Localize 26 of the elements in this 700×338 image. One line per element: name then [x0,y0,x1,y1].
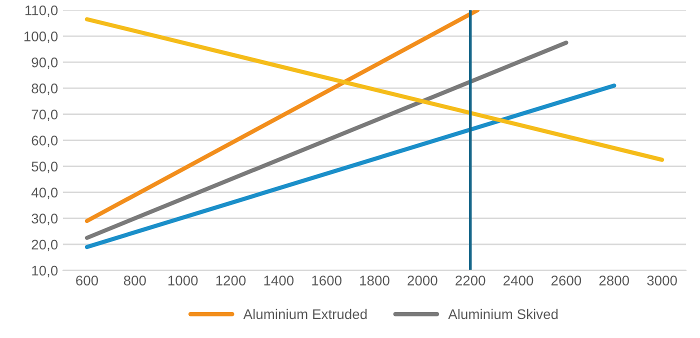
x-tick-label: 800 [124,276,146,286]
x-tick-label: 600 [76,276,98,286]
y-tick-label: 70,0 [32,110,58,122]
x-tick-label: 1600 [312,276,342,286]
y-tick-label: 60,0 [32,136,58,148]
y-tick-label: 110,0 [25,5,58,17]
legend-label: Aluminium Extruded [243,308,367,320]
x-tick-label: 2600 [551,276,582,286]
x-tick-label: 2800 [599,276,630,286]
x-tick-label: 1400 [264,276,294,286]
y-tick-label: 10,0 [32,266,58,278]
y-tick-label: 90,0 [32,58,58,69]
x-tick-label: 2000 [408,276,438,286]
legend-label: Aluminium Skived [448,308,558,320]
y-tick-label: 20,0 [32,240,58,252]
y-tick-label: 50,0 [32,162,58,174]
y-tick-label: 80,0 [32,84,58,96]
x-tick-label: 2400 [504,276,534,286]
x-tick-label: 1800 [360,276,390,286]
y-tick-label: 40,0 [31,188,58,200]
y-tick-label: 30,0 [32,214,58,226]
y-tick-label: 100,0 [24,32,58,43]
x-tick-label: 1000 [168,276,198,286]
x-tick-label: 3000 [647,276,677,286]
x-tick-label: 1200 [216,276,246,286]
x-tick-label: 2200 [456,276,486,286]
